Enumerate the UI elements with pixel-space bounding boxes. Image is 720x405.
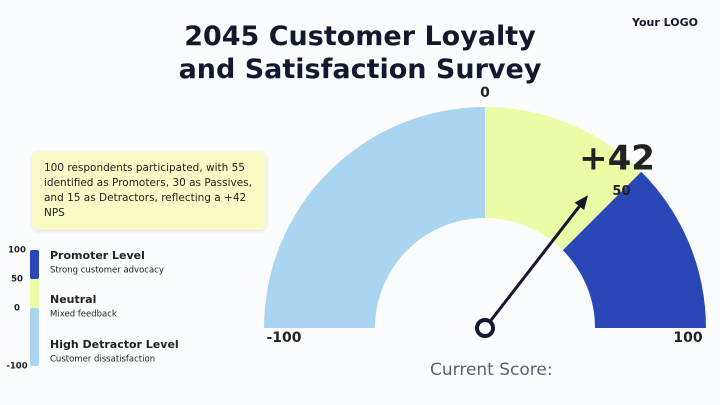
legend-name: Promoter Level xyxy=(50,249,145,262)
tick-label: 0 xyxy=(480,85,490,101)
legend-description: Mixed feedback xyxy=(50,310,117,320)
chart-title: 2045 Customer Loyalty and Satisfaction S… xyxy=(178,21,542,85)
needle xyxy=(483,205,581,329)
needle-head xyxy=(574,195,588,210)
value-label: +42 xyxy=(579,139,655,179)
gauge-band xyxy=(485,107,642,251)
legend-bar xyxy=(30,279,39,308)
legend-description: Strong customer advocacy xyxy=(50,266,164,276)
legend-tick-label: 100 xyxy=(8,246,26,256)
gauge-band xyxy=(264,107,485,328)
legend-name: High Detractor Level xyxy=(50,338,179,351)
gauge-band xyxy=(562,171,706,328)
tick-label: -100 xyxy=(266,330,301,346)
legend-tick-label: -100 xyxy=(6,362,27,372)
note: 100 respondents participated, with 55 id… xyxy=(32,152,266,230)
legend-bar xyxy=(30,308,39,366)
legend-tick-label: 0 xyxy=(14,304,20,314)
legend-description: Customer dissatisfaction xyxy=(50,355,155,365)
needle-hub xyxy=(475,318,495,338)
score-label: Current Score: xyxy=(430,360,553,380)
legend-tick-label: 50 xyxy=(11,275,23,285)
logo: Your LOGO xyxy=(632,16,698,29)
tick-label: 50 xyxy=(612,184,630,199)
legend-bar xyxy=(30,250,39,279)
legend-name: Neutral xyxy=(50,293,96,306)
tick-label: 100 xyxy=(673,330,702,346)
